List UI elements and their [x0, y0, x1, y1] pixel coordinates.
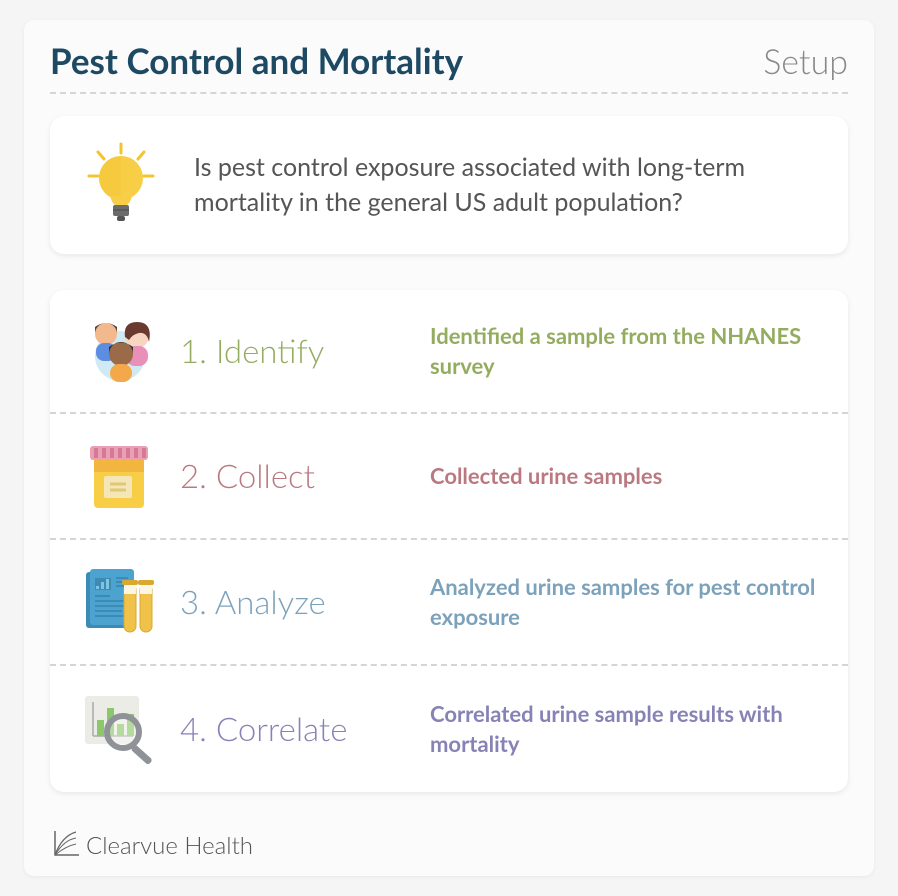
steps-card: 1. Identify Identified a sample from the… [50, 290, 848, 792]
sample-cup-icon [80, 440, 160, 512]
step-label: 4. Correlate [180, 709, 410, 749]
test-tubes-icon [80, 566, 160, 638]
step-identify: 1. Identify Identified a sample from the… [50, 290, 848, 414]
step-analyze: 3. Analyze Analyzed urine samples for pe… [50, 540, 848, 666]
brand-name: Clearvue Health [86, 831, 253, 860]
magnify-chart-icon [80, 692, 160, 766]
header: Pest Control and Mortality Setup [50, 40, 848, 94]
lightbulb-icon [84, 142, 158, 228]
step-correlate: 4. Correlate Correlated urine sample res… [50, 666, 848, 792]
step-collect: 2. Collect Collected urine samples [50, 414, 848, 540]
step-desc: Collected urine samples [430, 461, 818, 491]
question-card: Is pest control exposure associated with… [50, 116, 848, 254]
step-desc: Analyzed urine samples for pest control … [430, 572, 818, 631]
step-desc: Correlated urine sample results with mor… [430, 699, 818, 758]
step-desc: Identified a sample from the NHANES surv… [430, 321, 818, 380]
page-title: Pest Control and Mortality [50, 40, 463, 82]
question-text: Is pest control exposure associated with… [194, 150, 814, 220]
infographic-container: Pest Control and Mortality Setup Is pest… [24, 20, 874, 876]
step-label: 3. Analyze [180, 582, 410, 622]
footer: Clearvue Health [52, 828, 253, 862]
logo-icon [52, 828, 82, 862]
step-label: 1. Identify [180, 331, 410, 371]
people-icon [80, 316, 160, 386]
page-subtitle: Setup [763, 41, 848, 82]
step-label: 2. Collect [180, 456, 410, 496]
